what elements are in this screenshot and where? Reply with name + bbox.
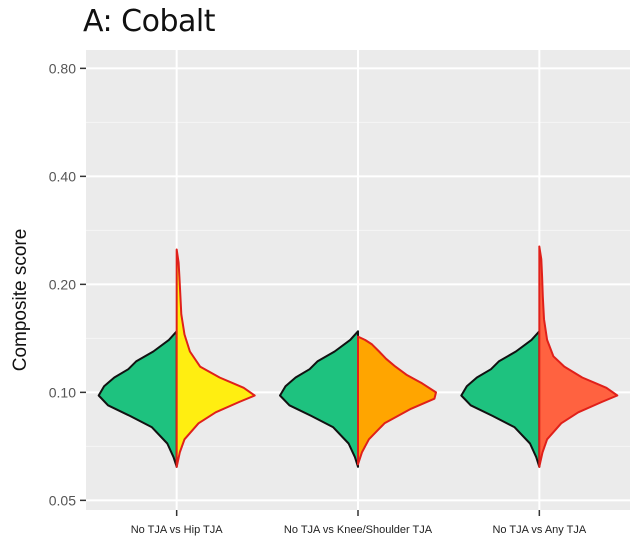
y-tick-label: 0.80 — [49, 60, 76, 76]
x-axis: No TJA vs Hip TJA No TJA vs Knee/Shoulder… — [131, 510, 587, 536]
y-tick-label: 0.20 — [49, 276, 76, 292]
x-tick-label: No TJA vs Hip TJA — [131, 524, 224, 536]
y-axis: 0.05 0.10 0.20 0.40 0.80 — [49, 60, 86, 508]
y-tick-label: 0.40 — [49, 168, 76, 184]
violin-pair — [97, 248, 256, 468]
violin-right-half — [538, 245, 619, 468]
chart-title: A: Cobalt — [83, 4, 215, 39]
x-tick-label: No TJA vs Knee/Shoulder TJA — [284, 524, 433, 536]
y-tick-label: 0.05 — [49, 492, 76, 508]
violin-right-half — [357, 335, 437, 466]
x-tick-label: No TJA vs Any TJA — [492, 524, 586, 536]
y-axis-title: Composite score — [10, 229, 31, 372]
violin-pair — [460, 245, 619, 468]
y-tick-label: 0.10 — [49, 384, 76, 400]
violins — [97, 245, 619, 468]
violin-left-half — [279, 330, 359, 468]
violin-pair — [279, 330, 437, 468]
violin-left-half — [97, 330, 178, 468]
violin-left-half — [460, 330, 541, 468]
violin-right-half — [175, 248, 256, 468]
